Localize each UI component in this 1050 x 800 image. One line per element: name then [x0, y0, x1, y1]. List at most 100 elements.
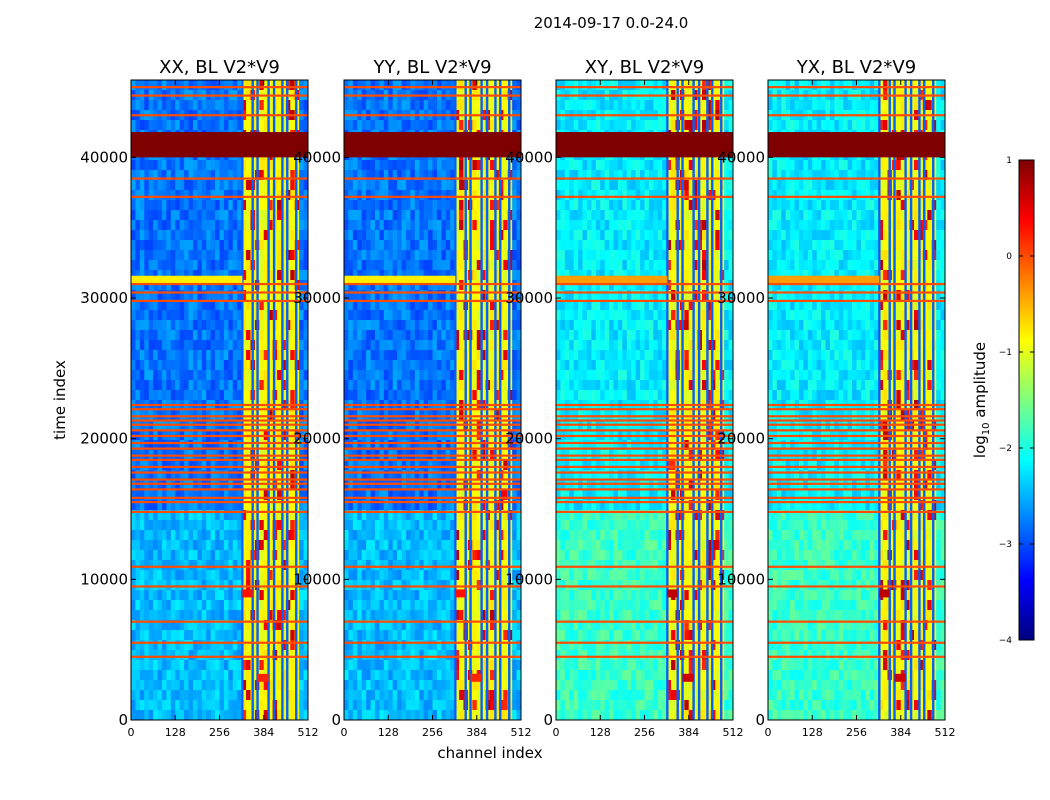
heatmap-cell: [441, 350, 447, 361]
heatmap-cell: [139, 520, 145, 531]
heatmap-cell: [175, 640, 181, 651]
heatmap-cell: [392, 380, 398, 391]
heatmap-cell: [206, 570, 212, 581]
heatmap-cell: [383, 390, 389, 401]
heatmap-cell: [503, 390, 509, 401]
heatmap-cell: [210, 480, 216, 491]
heatmap-cell: [188, 300, 194, 311]
broadband-row: [131, 447, 308, 450]
heatmap-cell: [290, 340, 296, 351]
heatmap-cell: [370, 380, 376, 391]
heatmap-cell: [215, 160, 220, 171]
heatmap-cell: [259, 550, 265, 561]
heatmap-cell: [303, 710, 309, 721]
heatmap-cell: [144, 340, 150, 351]
heatmap-cell: [414, 80, 420, 91]
heatmap-cell: [277, 550, 282, 561]
heatmap-cell: [290, 240, 296, 251]
heatmap-cell: [436, 490, 442, 501]
heatmap-cell: [472, 190, 478, 201]
heatmap-cell: [405, 290, 411, 301]
heatmap-cell: [246, 710, 251, 721]
heatmap-cell: [197, 320, 203, 331]
heatmap-cell: [476, 380, 482, 391]
heatmap-cell: [432, 200, 438, 211]
heatmap-cell: [388, 460, 394, 471]
heatmap-cell: [219, 500, 225, 511]
heatmap-cell: [290, 370, 296, 381]
heatmap-cell: [175, 460, 181, 471]
heatmap-cell: [397, 170, 402, 181]
heatmap-cell: [516, 200, 522, 211]
heatmap-cell: [290, 540, 296, 551]
heatmap-cell: [445, 600, 451, 611]
heatmap-cell: [357, 520, 363, 531]
heatmap-cell: [223, 630, 229, 641]
heatmap-cell: [237, 120, 243, 131]
heatmap-cell: [441, 330, 447, 341]
heatmap-cell: [374, 620, 380, 631]
heatmap-cell: [144, 230, 150, 241]
heatmap-cell: [277, 440, 282, 451]
heatmap-cell: [263, 700, 269, 711]
heatmap-cell: [192, 120, 198, 131]
heatmap-cell: [241, 310, 247, 321]
heatmap-cell: [184, 520, 189, 531]
heatmap-cell: [414, 500, 420, 511]
heatmap-cell: [428, 500, 433, 511]
heatmap-cell: [441, 490, 447, 501]
heatmap-cell: [237, 280, 243, 291]
heatmap-cell: [428, 170, 433, 181]
heatmap-cell: [206, 230, 212, 241]
heatmap-cell: [299, 520, 304, 531]
heatmap-cell: [494, 200, 500, 211]
heatmap-cell: [188, 540, 194, 551]
heatmap-cell: [476, 200, 482, 211]
heatmap-cell: [450, 470, 456, 481]
heatmap-cell: [263, 370, 269, 381]
heatmap-cell: [405, 100, 411, 111]
heatmap-cell: [139, 600, 145, 611]
heatmap-cell: [436, 570, 442, 581]
heatmap-cell: [175, 320, 181, 331]
heatmap-cell: [344, 240, 349, 251]
heatmap-cell: [161, 300, 167, 311]
heatmap-cell: [277, 480, 282, 491]
heatmap-cell: [281, 540, 287, 551]
heatmap-cell: [476, 280, 482, 291]
heatmap-cell: [170, 530, 176, 541]
heatmap-cell: [503, 190, 509, 201]
heatmap-cell: [472, 210, 478, 221]
heatmap-cell: [388, 530, 394, 541]
heatmap-cell: [450, 480, 456, 491]
heatmap-cell: [290, 570, 296, 581]
heatmap-cell: [197, 310, 203, 321]
heatmap-cell: [184, 690, 189, 701]
heatmap-cell: [259, 240, 265, 251]
heatmap-cell: [383, 620, 389, 631]
heatmap-cell: [179, 570, 185, 581]
heatmap-cell: [352, 300, 358, 311]
heatmap-cell: [277, 370, 282, 381]
heatmap-cell: [512, 520, 517, 531]
heatmap-cell: [379, 350, 385, 361]
heatmap-cell: [410, 300, 416, 311]
heatmap-cell: [228, 530, 234, 541]
y-tick-label: 0: [118, 711, 128, 729]
heatmap-cell: [144, 120, 150, 131]
heatmap-cell: [166, 640, 172, 651]
heatmap-cell: [263, 220, 269, 231]
heatmap-cell: [436, 610, 442, 621]
heatmap-cell: [153, 580, 158, 591]
heatmap-cell: [188, 320, 194, 331]
heatmap-cell: [131, 680, 136, 691]
heatmap-cell: [237, 390, 243, 401]
heatmap-cell: [161, 230, 167, 241]
heatmap-cell: [263, 600, 269, 611]
heatmap-cell: [166, 620, 172, 631]
heatmap-cell: [175, 560, 181, 571]
heatmap-cell: [392, 340, 398, 351]
heatmap-cell: [148, 710, 154, 721]
heatmap-cell: [232, 700, 238, 711]
heatmap-cell: [268, 210, 273, 221]
